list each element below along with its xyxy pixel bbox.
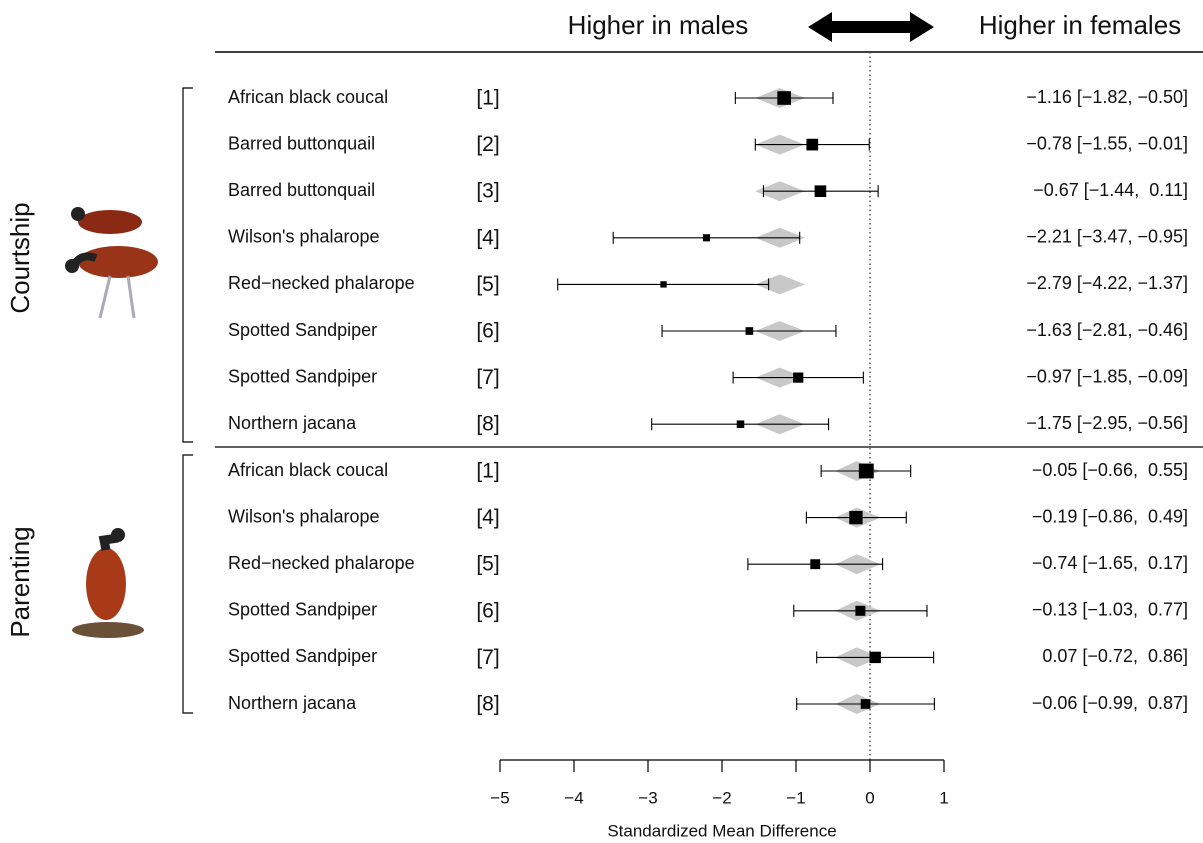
value-label: −0.78 [−1.55, −0.01] (1026, 133, 1188, 153)
estimate-square (737, 420, 745, 428)
study-ref: [7] (476, 366, 499, 389)
group-bracket (183, 455, 193, 713)
value-label: −0.13 [−1.03, 0.77] (1032, 600, 1188, 620)
chart: Higher in males Higher in females −5 −4 −3… (0, 0, 1203, 843)
study-ref: [6] (476, 599, 499, 622)
header-left: Higher in males (568, 10, 749, 40)
x-tick-label: −5 (490, 788, 509, 807)
study-ref: [4] (476, 226, 499, 249)
study-label: Red−necked phalarope (228, 553, 415, 573)
estimate-square (869, 652, 880, 663)
page: Higher in males Higher in females −5 −4 −3… (0, 0, 1203, 843)
study-label: Spotted Sandpiper (228, 320, 377, 340)
study-ref: [6] (476, 320, 499, 343)
study-label: Wilson's phalarope (228, 506, 380, 526)
direction-arrow (808, 12, 934, 42)
study-label: Red−necked phalarope (228, 273, 415, 293)
value-label: −0.97 [−1.85, −0.09] (1026, 366, 1188, 386)
value-label: −1.63 [−2.81, −0.46] (1026, 320, 1188, 340)
header-right: Higher in females (979, 10, 1181, 40)
group-label: Courtship (5, 202, 35, 313)
study-label: Wilson's phalarope (228, 227, 380, 247)
study-label: African black coucal (228, 87, 388, 107)
value-label: −0.19 [−0.86, 0.49] (1032, 506, 1188, 526)
study-ref: [3] (476, 180, 499, 203)
study-ref: [7] (476, 646, 499, 669)
study-label: African black coucal (228, 460, 388, 480)
study-ref: [8] (476, 413, 499, 436)
estimate-square (815, 185, 827, 197)
study-ref: [1] (476, 87, 499, 110)
x-tick-label: −2 (712, 788, 731, 807)
value-label: −0.74 [−1.65, 0.17] (1032, 553, 1188, 573)
estimate-square (793, 372, 803, 382)
estimate-square (855, 606, 865, 616)
value-label: −2.21 [−3.47, −0.95] (1026, 227, 1188, 247)
study-label: Spotted Sandpiper (228, 600, 377, 620)
study-label: Barred buttonquail (228, 180, 375, 200)
study-label: Spotted Sandpiper (228, 646, 377, 666)
x-tick-label: 1 (939, 788, 948, 807)
estimate-square (810, 559, 820, 569)
study-ref: [4] (476, 506, 499, 529)
study-label: Northern jacana (228, 413, 357, 433)
value-label: −1.75 [−2.95, −0.56] (1026, 413, 1188, 433)
estimate-square (849, 511, 862, 524)
bird-illustration (72, 528, 144, 638)
estimate-square (859, 464, 874, 479)
estimate-square (777, 91, 791, 105)
group-bracket (183, 88, 193, 442)
value-label: −0.06 [−0.99, 0.87] (1032, 693, 1188, 713)
study-ref: [8] (476, 693, 499, 716)
estimate-square (861, 699, 871, 709)
value-label: −2.79 [−4.22, −1.37] (1026, 273, 1188, 293)
x-tick-label: −4 (564, 788, 583, 807)
estimate-square (703, 234, 710, 241)
study-ref: [1] (476, 460, 499, 483)
x-tick-label: −1 (786, 788, 805, 807)
value-label: 0.07 [−0.72, 0.86] (1042, 646, 1188, 666)
value-label: −0.05 [−0.66, 0.55] (1032, 460, 1188, 480)
value-label: −1.16 [−1.82, −0.50] (1026, 87, 1188, 107)
study-ref: [2] (476, 133, 499, 156)
x-axis-label: Standardized Mean Difference (607, 821, 836, 840)
estimate-square (660, 281, 666, 287)
bird-illustration (65, 207, 158, 318)
study-ref: [5] (476, 273, 499, 296)
study-label: Barred buttonquail (228, 133, 375, 153)
group-label: Parenting (5, 526, 35, 637)
estimate-square (806, 139, 818, 151)
study-label: Northern jacana (228, 693, 357, 713)
study-ref: [5] (476, 553, 499, 576)
x-tick-label: 0 (865, 788, 874, 807)
value-label: −0.67 [−1.44, 0.11] (1033, 180, 1188, 200)
estimate-square (746, 327, 754, 335)
x-tick-label: −3 (638, 788, 657, 807)
study-label: Spotted Sandpiper (228, 366, 377, 386)
